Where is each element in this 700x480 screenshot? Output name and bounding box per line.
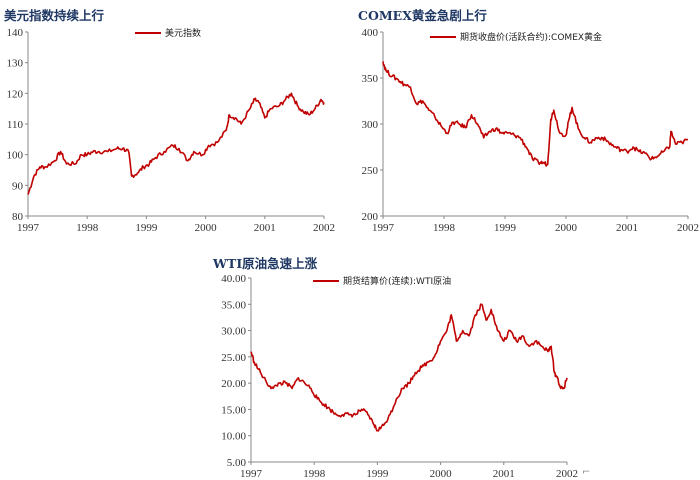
y-tick-label: 200 [362,211,379,223]
series-line [27,92,325,195]
comex-gold-plot: 200 250 300 350 400 1997 1998 1999 2000 2001 2002 期… [362,27,700,234]
x-tick-label: 2000 [195,222,218,234]
legend-label: 期货结算价(连续):WTI原油 [343,275,451,287]
x-tick-label: 2001 [616,222,638,234]
y-tick-label: 90 [12,180,24,192]
comex-gold-chart: COMEX黄金急剧上行 200 250 300 350 400 1997 1998 1999 2… [350,0,700,240]
y-tick-label: 110 [7,119,24,131]
usd-index-chart: 美元指数持续上行 80 90 100 110 120 130 140 1997 1998 1999… [0,0,345,240]
wti-oil-plot: 5.00 10.00 15.00 20.00 25.00 30.00 35.00 40.00 1… [221,273,578,480]
x-tick-label: 2001 [493,468,515,480]
y-tick-label: 400 [362,27,379,39]
usd-index-title: 美元指数持续上行 [4,8,105,23]
x-tick-label: 2001 [254,222,276,234]
y-tick-label: 300 [362,119,379,131]
y-tick-label: 5.00 [227,457,247,469]
y-tick-label: 35.00 [221,299,246,311]
x-tick-label: 2002 [313,222,335,234]
series-line [382,61,689,167]
x-tick-label: 2000 [555,222,578,234]
y-tick-label: 100 [7,150,24,162]
y-tick-label: 120 [7,88,24,100]
legend-label: 期货收盘价(活跃合约):COMEX黄金 [460,31,602,43]
x-tick-label: 1997 [240,468,263,480]
x-tick-label: 2002 [677,222,699,234]
y-tick-label: 140 [7,27,24,39]
x-tick-label: 1998 [76,222,99,234]
y-tick-label: 350 [362,73,379,85]
x-tick-label: 1999 [135,222,158,234]
x-tick-label: 1997 [17,222,40,234]
y-tick-label: 10.00 [221,431,246,443]
x-tick-label: 1999 [366,468,389,480]
wti-oil-chart: WTI原油急速上涨 5.00 10.00 15.00 20.00 25.00 30.00 3… [205,248,595,480]
y-tick-label: 130 [7,58,24,70]
y-tick-label: 30.00 [221,326,246,338]
x-tick-label: 1998 [433,222,456,234]
y-tick-label: 15.00 [221,404,246,416]
y-tick-label: 40.00 [221,273,246,285]
y-tick-label: 250 [362,165,379,177]
legend-label: 美元指数 [165,27,201,39]
wti-oil-title: WTI原油急速上涨 [213,256,318,271]
corner-mark: ⌐ [582,467,591,478]
comex-gold-title: COMEX黄金急剧上行 [358,8,487,23]
x-tick-label: 2002 [556,468,578,480]
y-tick-label: 80 [12,211,24,223]
usd-index-plot: 80 90 100 110 120 130 140 1997 1998 1999 2000 2001 2… [7,27,336,234]
x-tick-label: 1998 [303,468,326,480]
x-tick-label: 2000 [430,468,453,480]
x-tick-label: 1997 [372,222,395,234]
x-tick-label: 1999 [494,222,517,234]
series-line [250,303,568,432]
y-tick-label: 25.00 [221,352,246,364]
y-tick-label: 20.00 [221,378,246,390]
